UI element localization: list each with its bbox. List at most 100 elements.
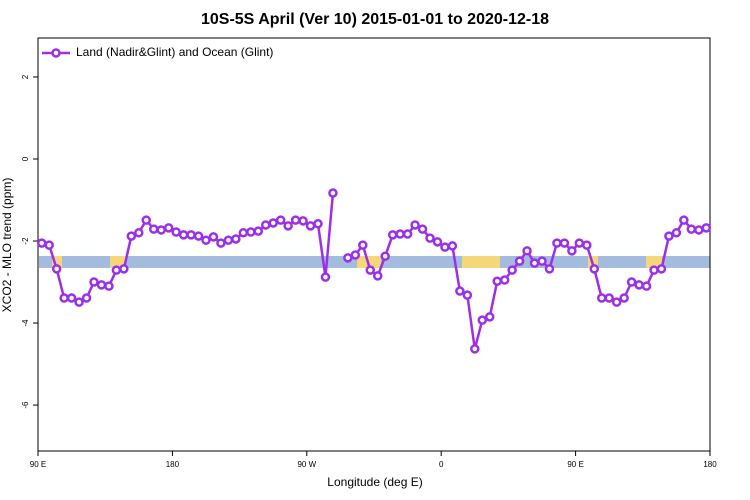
surface-strip bbox=[39, 256, 710, 268]
point bbox=[462, 290, 473, 300]
point bbox=[89, 277, 99, 287]
x-tick-label: 90 E bbox=[30, 460, 46, 469]
point bbox=[231, 234, 241, 244]
point bbox=[313, 219, 323, 229]
point bbox=[119, 264, 129, 274]
y-tick-label: -6 bbox=[21, 401, 30, 409]
point bbox=[589, 264, 600, 274]
y-tick-label: 2 bbox=[21, 74, 30, 79]
point bbox=[111, 265, 122, 275]
point bbox=[66, 293, 77, 303]
y-tick-label: -2 bbox=[21, 237, 30, 245]
chart-title: 10S-5S April (Ver 10) 2015-01-01 to 2020… bbox=[201, 11, 549, 28]
y-tick-label: -4 bbox=[21, 319, 30, 327]
point bbox=[596, 293, 607, 303]
y-tick-label: 0 bbox=[21, 156, 30, 161]
point bbox=[447, 241, 458, 251]
point bbox=[141, 215, 152, 225]
point bbox=[81, 293, 92, 303]
x-tick-label: 180 bbox=[166, 460, 180, 469]
point bbox=[514, 256, 525, 266]
point bbox=[208, 232, 219, 242]
point bbox=[417, 224, 428, 234]
plot-frame bbox=[37, 37, 711, 452]
point bbox=[507, 265, 517, 275]
point bbox=[432, 237, 443, 247]
land-strip bbox=[646, 256, 662, 268]
point bbox=[246, 227, 256, 237]
land-strip bbox=[52, 256, 62, 268]
point bbox=[425, 233, 435, 243]
point bbox=[604, 293, 614, 303]
point bbox=[656, 264, 667, 274]
point bbox=[634, 280, 644, 290]
point bbox=[36, 238, 47, 248]
y-axis-label: XCO2 - MLO trend (ppm) bbox=[0, 178, 14, 313]
point bbox=[104, 281, 114, 291]
point bbox=[477, 315, 488, 325]
point bbox=[544, 264, 555, 274]
point bbox=[626, 277, 637, 287]
point bbox=[372, 271, 383, 281]
x-axis-label: Longitude (deg E) bbox=[327, 475, 422, 489]
point bbox=[51, 264, 62, 274]
point bbox=[492, 276, 502, 286]
point bbox=[171, 227, 181, 237]
point bbox=[582, 240, 592, 250]
point bbox=[216, 238, 226, 248]
point bbox=[365, 265, 376, 275]
point bbox=[298, 216, 308, 226]
point bbox=[96, 280, 107, 290]
point bbox=[484, 312, 495, 322]
point bbox=[268, 218, 278, 228]
point bbox=[410, 220, 420, 230]
point bbox=[619, 293, 629, 303]
point bbox=[186, 230, 196, 240]
point bbox=[387, 230, 398, 240]
point bbox=[201, 235, 211, 245]
point bbox=[701, 223, 712, 233]
point bbox=[679, 215, 689, 225]
point bbox=[574, 238, 585, 248]
point bbox=[126, 231, 137, 241]
point bbox=[440, 242, 450, 252]
point bbox=[380, 251, 390, 261]
point bbox=[275, 215, 286, 225]
legend-marker bbox=[51, 48, 61, 58]
point bbox=[694, 225, 704, 235]
point bbox=[223, 235, 234, 245]
point bbox=[499, 275, 510, 285]
point bbox=[395, 229, 405, 239]
point bbox=[74, 297, 84, 307]
point bbox=[470, 344, 480, 354]
point bbox=[59, 293, 69, 303]
x-tick-label: 90 W bbox=[297, 460, 316, 469]
point bbox=[148, 224, 159, 234]
point bbox=[238, 228, 249, 238]
legend-label: Land (Nadir&Glint) and Ocean (Glint) bbox=[76, 45, 273, 59]
point bbox=[134, 228, 144, 238]
point bbox=[178, 230, 189, 240]
land-strip bbox=[462, 256, 500, 268]
point bbox=[559, 238, 570, 248]
point bbox=[320, 272, 331, 282]
point bbox=[156, 225, 166, 235]
point bbox=[537, 256, 547, 266]
point bbox=[522, 246, 532, 256]
point bbox=[611, 297, 622, 307]
point bbox=[260, 220, 271, 230]
point bbox=[290, 215, 301, 225]
point bbox=[529, 258, 540, 268]
point bbox=[163, 223, 174, 233]
x-tick-label: 90 E bbox=[567, 460, 583, 469]
point bbox=[641, 281, 652, 291]
point bbox=[305, 221, 316, 231]
point bbox=[671, 228, 682, 238]
x-tick-label: 0 bbox=[439, 460, 444, 469]
point bbox=[686, 224, 697, 234]
point bbox=[350, 250, 361, 260]
point bbox=[193, 231, 204, 241]
point bbox=[44, 240, 54, 250]
point bbox=[567, 246, 577, 256]
